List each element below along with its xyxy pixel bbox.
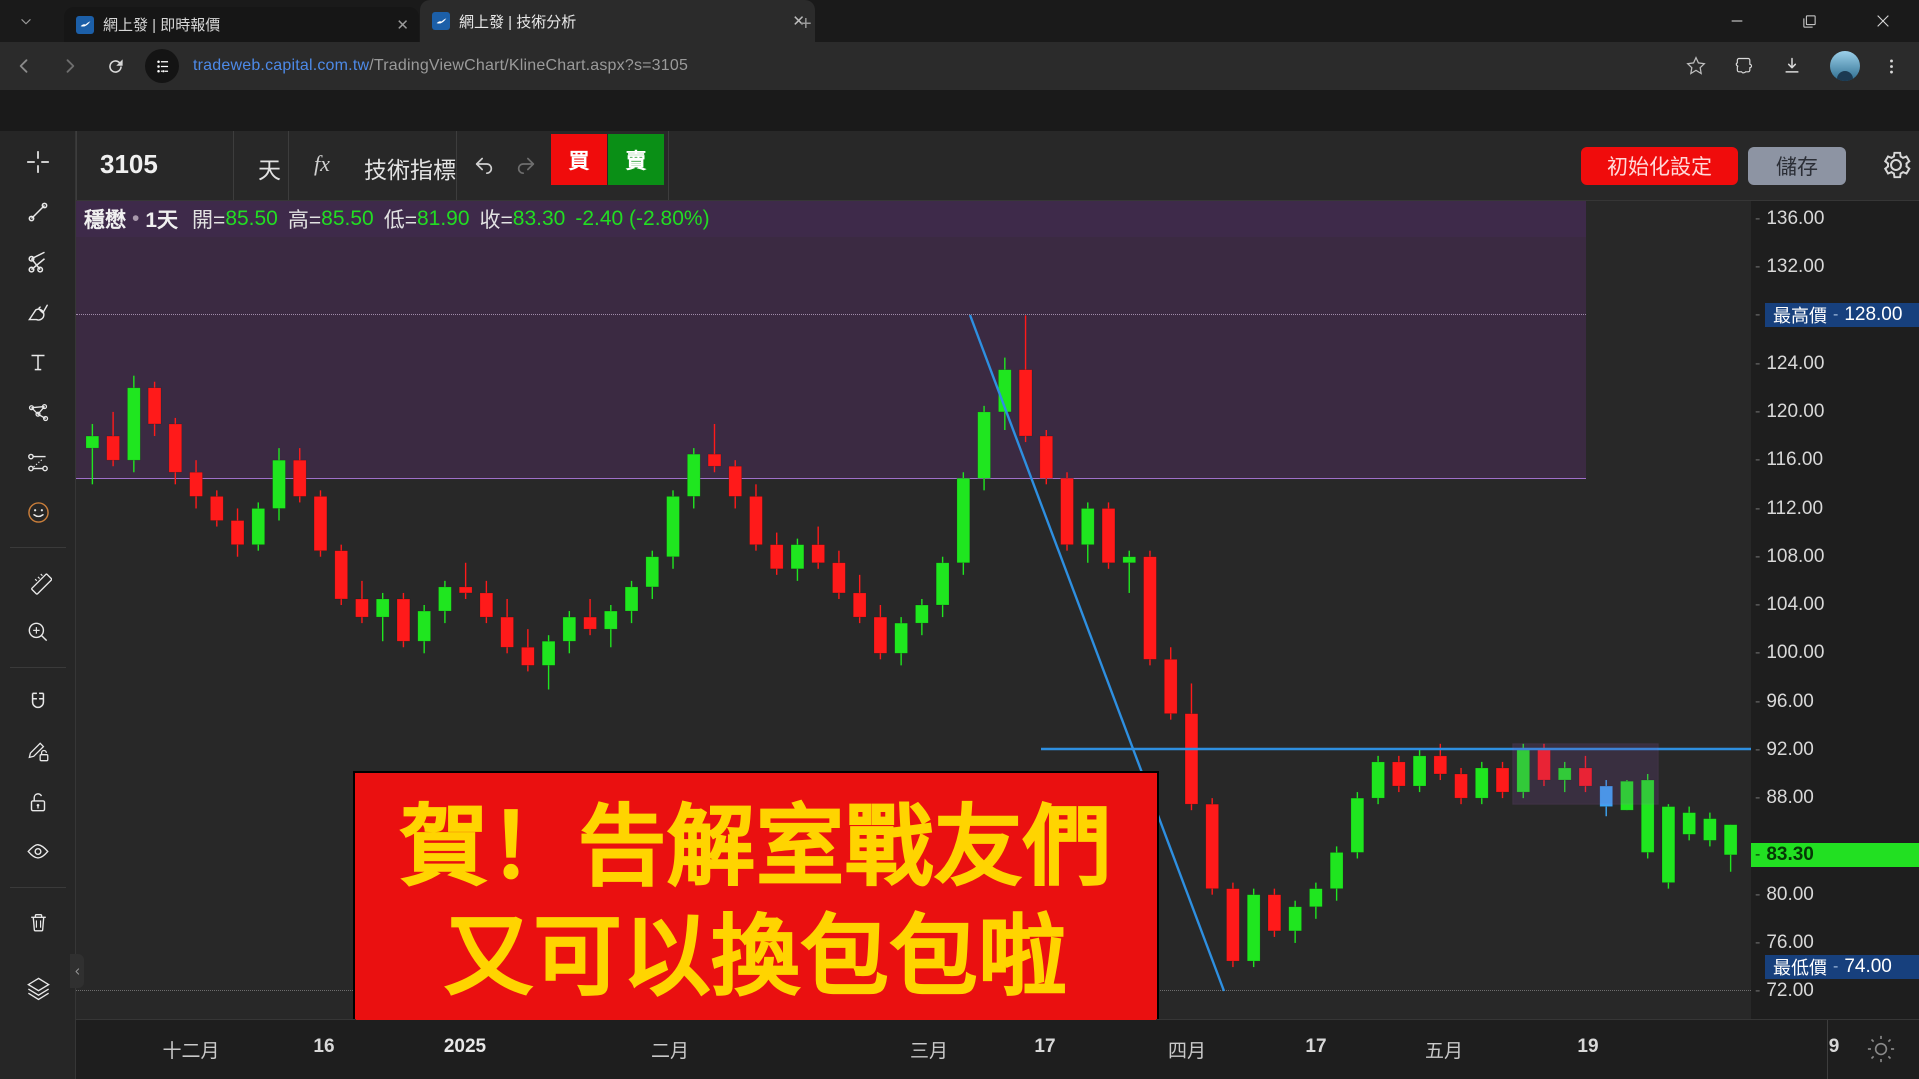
svg-text:又可以換包包啦: 又可以換包包啦 xyxy=(444,910,1067,1007)
svg-text:賀！告解室戰友們: 賀！告解室戰友們 xyxy=(400,800,1112,897)
